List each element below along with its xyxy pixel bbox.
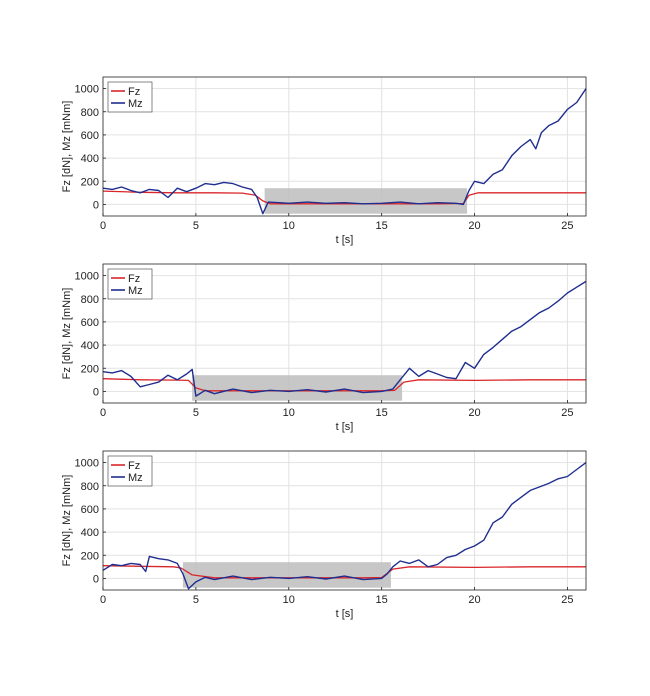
y-tick-label: 200 bbox=[81, 550, 99, 562]
legend-box bbox=[107, 455, 153, 487]
legend-label-mz: Mz bbox=[128, 98, 143, 110]
y-axis-label: Fz [dN], Mz [mNm] bbox=[61, 101, 73, 193]
legend-box bbox=[107, 81, 153, 113]
x-tick-label: 25 bbox=[561, 220, 573, 232]
y-tick-label: 0 bbox=[93, 386, 99, 398]
axes-box bbox=[102, 263, 587, 404]
x-tick-label: 25 bbox=[561, 594, 573, 606]
y-tick-label: 400 bbox=[81, 153, 99, 165]
y-tick-label: 1000 bbox=[75, 84, 99, 96]
shaded-region bbox=[192, 375, 403, 401]
y-tick-label: 800 bbox=[81, 481, 99, 493]
x-tick-label: 10 bbox=[283, 220, 295, 232]
x-tick-label: 0 bbox=[100, 594, 106, 606]
legend-label-fz: Fz bbox=[128, 86, 140, 98]
y-tick-label: 0 bbox=[93, 199, 99, 211]
y-tick-label: 600 bbox=[81, 504, 99, 516]
x-axis-label: t [s] bbox=[336, 421, 354, 433]
y-tick-label: 0 bbox=[93, 573, 99, 585]
legend-label-fz: Fz bbox=[128, 273, 140, 285]
y-tick-label: 400 bbox=[81, 340, 99, 352]
x-tick-label: 20 bbox=[468, 594, 480, 606]
axes-box bbox=[102, 76, 587, 217]
y-tick-label: 1000 bbox=[75, 271, 99, 283]
series-line-mz bbox=[102, 280, 587, 397]
x-tick-label: 10 bbox=[283, 594, 295, 606]
chart-panel-2: 0 5 10 15 20 25 0 200 400 600 800 1000 t [s] Fz [dN],… bbox=[61, 263, 587, 433]
x-tick-label: 0 bbox=[100, 220, 106, 232]
x-tick-label: 5 bbox=[193, 407, 199, 419]
y-tick-label: 600 bbox=[81, 130, 99, 142]
y-tick-label: 400 bbox=[81, 527, 99, 539]
y-tick-label: 600 bbox=[81, 317, 99, 329]
x-axis-label: t [s] bbox=[336, 234, 354, 246]
x-tick-label: 0 bbox=[100, 407, 106, 419]
chart-panel-1: 0 5 10 15 20 25 0 200 400 600 800 1000 t [s] Fz [dN],… bbox=[61, 76, 587, 246]
series-line-fz bbox=[102, 565, 586, 579]
legend-box bbox=[107, 268, 153, 300]
x-tick-label: 5 bbox=[193, 594, 199, 606]
legend-label-mz: Mz bbox=[128, 472, 143, 484]
y-tick-label: 1000 bbox=[75, 458, 99, 470]
x-tick-label: 10 bbox=[283, 407, 295, 419]
y-axis-label: Fz [dN], Mz [mNm] bbox=[61, 475, 73, 567]
legend-label-mz: Mz bbox=[128, 285, 143, 297]
y-tick-label: 800 bbox=[81, 294, 99, 306]
shaded-region bbox=[182, 562, 391, 588]
x-tick-label: 20 bbox=[468, 220, 480, 232]
series-line-mz bbox=[102, 462, 587, 590]
y-tick-label: 200 bbox=[81, 176, 99, 188]
x-tick-label: 15 bbox=[376, 407, 388, 419]
y-tick-label: 200 bbox=[81, 363, 99, 375]
series-line-mz bbox=[102, 88, 587, 215]
series-line-fz bbox=[102, 378, 586, 392]
chart-panel-3: 0 5 10 15 20 25 0 200 400 600 800 1000 t [s] Fz [dN],… bbox=[61, 450, 587, 620]
x-tick-label: 20 bbox=[468, 407, 480, 419]
axes-box bbox=[102, 450, 587, 591]
y-tick-label: 800 bbox=[81, 107, 99, 119]
x-tick-label: 25 bbox=[561, 407, 573, 419]
x-axis-label: t [s] bbox=[336, 608, 354, 620]
x-tick-label: 15 bbox=[376, 220, 388, 232]
y-axis-label: Fz [dN], Mz [mNm] bbox=[61, 288, 73, 380]
x-tick-label: 15 bbox=[376, 594, 388, 606]
legend-label-fz: Fz bbox=[128, 460, 140, 472]
shaded-region bbox=[264, 188, 468, 214]
x-tick-label: 5 bbox=[193, 220, 199, 232]
